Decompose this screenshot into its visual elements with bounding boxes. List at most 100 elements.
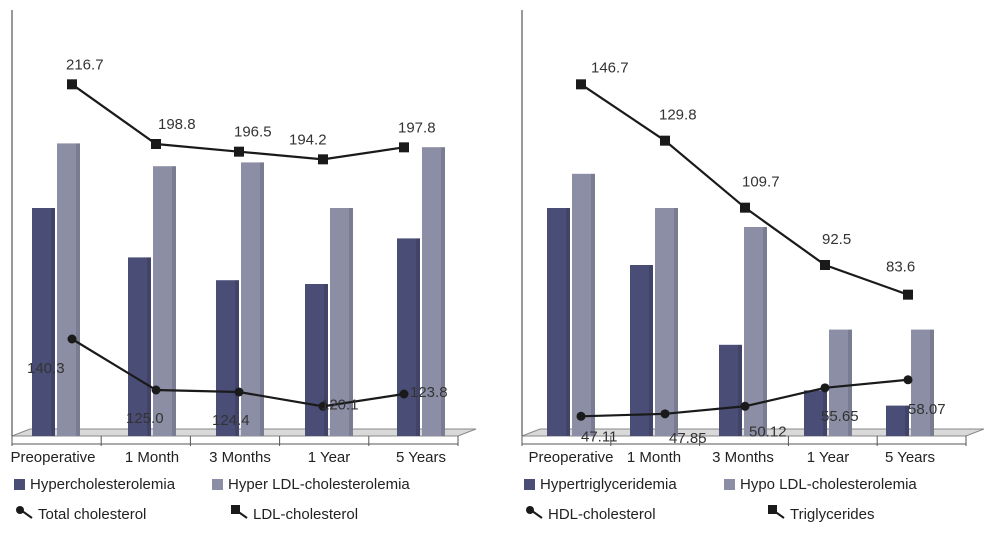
chart-2-bar-shade (591, 173, 595, 437)
chart-2-data-label: 146.7 (591, 59, 629, 76)
chart-2-data-label: 58.07 (908, 401, 946, 418)
chart-2-point-circle (903, 375, 913, 385)
chart-2-bar (886, 405, 909, 436)
chart-1-bar-shade (76, 143, 80, 436)
chart-2-point-square (576, 79, 586, 90)
chart-1-legend-swatch (14, 479, 25, 490)
chart-1-data-label: 216.7 (66, 56, 104, 73)
chart-2-data-label: 109.7 (742, 174, 780, 191)
chart-1-bar (153, 166, 176, 436)
chart-1-category-label: 3 Months (209, 449, 271, 466)
chart-2-bar-shade (738, 344, 742, 436)
chart-2-category-label: 3 Months (712, 449, 774, 466)
chart-1-category-label: 5 Years (396, 449, 446, 466)
chart-2-bar (911, 329, 934, 436)
chart-2-data-label: 50.12 (749, 423, 787, 440)
chart-2-bar-shade (649, 265, 653, 436)
chart-1-legend-swatch (212, 479, 223, 490)
chart-2-point-square (820, 260, 830, 270)
chart-1-bar-shade (147, 257, 151, 436)
chart-2-legend-label: Triglycerides (790, 506, 874, 523)
chart-1-category-label: 1 Year (308, 449, 351, 466)
chart-2-bar (719, 344, 742, 436)
chart-1-legend-marker (231, 505, 240, 514)
chart-2-point-circle (576, 411, 586, 421)
chart-1-point-circle (151, 385, 161, 395)
chart-1-data-label: 123.8 (410, 384, 448, 401)
chart-1-data-label: 194.2 (289, 131, 327, 148)
chart-2-bar (655, 208, 678, 436)
chart-1-data-label: 196.5 (234, 124, 272, 141)
chart-1-data-label: 125.0 (126, 410, 164, 427)
chart-1-category-label: Preoperative (10, 449, 95, 466)
chart-1-legend-label: LDL-cholesterol (253, 506, 358, 523)
chart-1-data-label: 124.4 (212, 412, 250, 429)
chart-2-point-square (903, 289, 913, 300)
chart-2-bar-shade (848, 329, 852, 436)
chart-2-bar-shade (674, 208, 678, 436)
chart-2-bar (572, 173, 595, 437)
chart-2-category-label: Preoperative (528, 449, 613, 466)
chart-1-point-square (151, 139, 161, 149)
chart-1-point-square (399, 142, 409, 153)
chart-2-data-label: 92.5 (822, 231, 851, 248)
chart-2-data-label: 129.8 (659, 107, 697, 124)
chart-1-bar (305, 284, 328, 436)
chart-2-point-circle (740, 401, 750, 411)
chart-2-legend-swatch (724, 479, 735, 490)
chart-2-category-label: 1 Month (627, 449, 681, 466)
chart-1-point-square (234, 146, 244, 157)
chart-2-bar (630, 265, 653, 436)
chart-1-legend-marker (16, 506, 24, 514)
chart-1-bar-shade (51, 208, 55, 436)
chart-2-category-label: 1 Year (807, 449, 850, 466)
chart-2-bar (829, 329, 852, 436)
chart-1-bar (32, 208, 55, 436)
chart-2-bar-shade (930, 329, 934, 436)
chart-2-legend-marker (768, 505, 777, 514)
chart-1-point-square (67, 79, 77, 90)
chart-1-point-circle (67, 334, 77, 344)
chart-2-data-label: 55.65 (821, 408, 859, 425)
chart-1-bar-shade (172, 166, 176, 436)
chart-2-bar (547, 208, 570, 436)
chart-1-data-label: 198.8 (158, 116, 196, 133)
chart-1-bar (330, 208, 353, 436)
chart-2-data-label: 47.11 (581, 428, 617, 445)
chart-1-bar-shade (260, 162, 264, 436)
chart-1-legend-label: Hyper LDL-cholesterolemia (228, 476, 410, 493)
chart-2-data-label: 47.85 (669, 430, 707, 447)
chart-1-data-label: 197.8 (398, 119, 436, 136)
chart-2-point-circle (820, 383, 830, 393)
chart-1-data-label: 120.1 (321, 396, 359, 413)
chart-2-bar-shade (566, 208, 570, 436)
chart-2-point-square (740, 202, 750, 213)
chart-2-bar-shade (823, 390, 827, 436)
chart-1-bar (128, 257, 151, 436)
chart-2-bar (804, 390, 827, 436)
chart-1-bar (57, 143, 80, 436)
chart-2-bar-shade (905, 405, 909, 436)
chart-1-data-label: 140.3 (27, 360, 65, 377)
chart-1-legend-label: Hypercholesterolemia (30, 476, 176, 493)
chart-2-bar (744, 227, 767, 436)
chart-1-bar (422, 147, 445, 436)
chart-2-bar-shade (763, 227, 767, 436)
chart-2-category-label: 5 Years (885, 449, 935, 466)
chart-2-legend-label: HDL-cholesterol (548, 506, 656, 523)
chart-1-legend-label: Total cholesterol (38, 506, 146, 523)
chart-2-point-circle (660, 409, 670, 419)
chart-2-legend-label: Hypertriglyceridemia (540, 476, 677, 493)
chart-1-point-circle (399, 389, 409, 399)
chart-1-bar (241, 162, 264, 436)
chart-1-bar-shade (416, 238, 420, 436)
chart-2-legend-swatch (524, 479, 535, 490)
chart-2-legend-marker (526, 506, 534, 514)
chart-1-bar-shade (235, 280, 239, 436)
chart-1-bar (216, 280, 239, 436)
chart-1-category-label: 1 Month (125, 449, 179, 466)
chart-1-bar-shade (349, 208, 353, 436)
chart-1-point-circle (318, 401, 328, 411)
